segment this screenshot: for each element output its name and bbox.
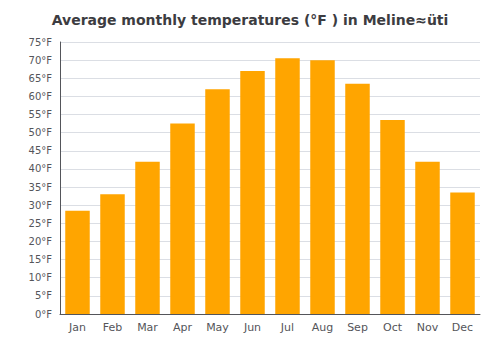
svg-text:Aug: Aug — [312, 321, 333, 334]
svg-text:20°F: 20°F — [29, 236, 53, 247]
svg-text:Apr: Apr — [173, 321, 193, 334]
svg-text:55°F: 55°F — [29, 109, 53, 120]
svg-text:Jan: Jan — [68, 321, 86, 334]
svg-text:50°F: 50°F — [29, 127, 53, 138]
svg-text:10°F: 10°F — [29, 272, 53, 283]
svg-text:70°F: 70°F — [29, 55, 53, 66]
svg-text:Average monthly temperatures (: Average monthly temperatures (°F ) in Me… — [52, 12, 449, 28]
svg-text:30°F: 30°F — [29, 200, 53, 211]
svg-text:Jun: Jun — [243, 321, 261, 334]
svg-text:25°F: 25°F — [29, 218, 53, 229]
svg-text:May: May — [206, 321, 229, 334]
svg-text:35°F: 35°F — [29, 182, 53, 193]
svg-text:60°F: 60°F — [29, 91, 53, 102]
svg-text:65°F: 65°F — [29, 73, 53, 84]
svg-text:Jul: Jul — [280, 321, 294, 334]
svg-text:Sep: Sep — [347, 321, 368, 334]
svg-text:75°F: 75°F — [29, 37, 53, 48]
svg-text:Oct: Oct — [383, 321, 403, 334]
svg-text:Mar: Mar — [137, 321, 158, 334]
svg-text:Feb: Feb — [103, 321, 122, 334]
svg-text:45°F: 45°F — [29, 145, 53, 156]
svg-text:15°F: 15°F — [29, 254, 53, 265]
svg-text:Dec: Dec — [452, 321, 473, 334]
svg-text:5°F: 5°F — [35, 290, 52, 301]
svg-text:40°F: 40°F — [29, 163, 53, 174]
svg-text:Nov: Nov — [417, 321, 439, 334]
svg-text:0°F: 0°F — [35, 309, 52, 320]
